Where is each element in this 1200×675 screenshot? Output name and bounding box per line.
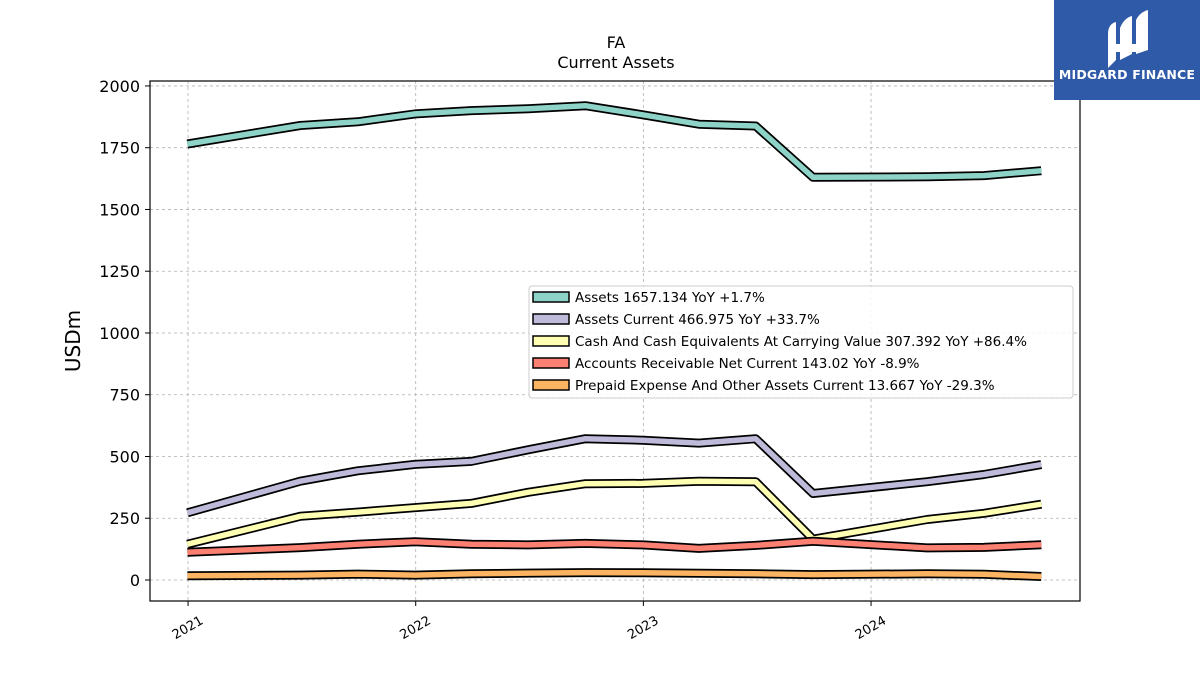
y-tick-label: 250 [109,509,140,528]
legend-entry: Accounts Receivable Net Current 143.02 Y… [575,356,920,372]
legend-entry: Assets 1657.134 YoY +1.7% [575,290,765,306]
legend-swatch [532,335,570,347]
series-line-fill [186,435,1042,516]
legend: Assets 1657.134 YoY +1.7% Assets Current … [528,285,1074,399]
plot-frame [149,80,1081,602]
y-tick-label: 2000 [99,77,140,96]
chart-title: FA [607,33,626,52]
y-tick-label: 1000 [99,324,140,343]
x-axis: 2021 2022 2023 2024 [170,601,889,643]
series-line-fill [187,538,1042,556]
y-tick-label: 1250 [99,262,140,281]
y-axis: 0 250 500 750 1000 1250 1500 1750 2000 [99,77,150,590]
x-tick-label: 2021 [170,613,206,643]
series-line [186,434,1043,518]
legend-swatch [532,379,570,391]
brand-logo-mark-icon [1108,10,1148,68]
legend-swatch [532,313,570,325]
y-tick-label: 750 [109,386,140,405]
legend-entry: Assets Current 466.975 YoY +33.7% [575,312,820,328]
legend-box [528,285,1074,399]
legend-swatch [532,291,570,303]
y-tick-label: 500 [109,447,140,466]
series-line-fill [187,569,1042,580]
series-line-fill [186,102,1042,181]
series-lines [186,101,1043,581]
series-line [186,101,1042,182]
x-tick-label: 2022 [398,613,434,643]
brand-logo: MIDGARD FINANCE [1054,0,1200,100]
series-line [187,536,1042,557]
series-line [186,476,1043,549]
y-axis-label: USDm [61,310,85,372]
legend-swatch [532,357,570,369]
legend-entry: Prepaid Expense And Other Assets Current… [575,378,995,394]
series-line-fill [186,478,1042,547]
y-tick-label: 1750 [99,139,140,158]
y-tick-label: 1500 [99,200,140,219]
series-line [187,568,1042,581]
y-tick-label: 0 [130,571,140,590]
brand-name: MIDGARD FINANCE [1058,67,1196,82]
x-tick-label: 2023 [625,613,661,643]
x-tick-label: 2024 [853,613,889,643]
legend-entry: Cash And Cash Equivalents At Carrying Va… [575,334,1027,350]
series-line-outline [186,101,1042,182]
chart-subtitle: Current Assets [557,53,674,72]
